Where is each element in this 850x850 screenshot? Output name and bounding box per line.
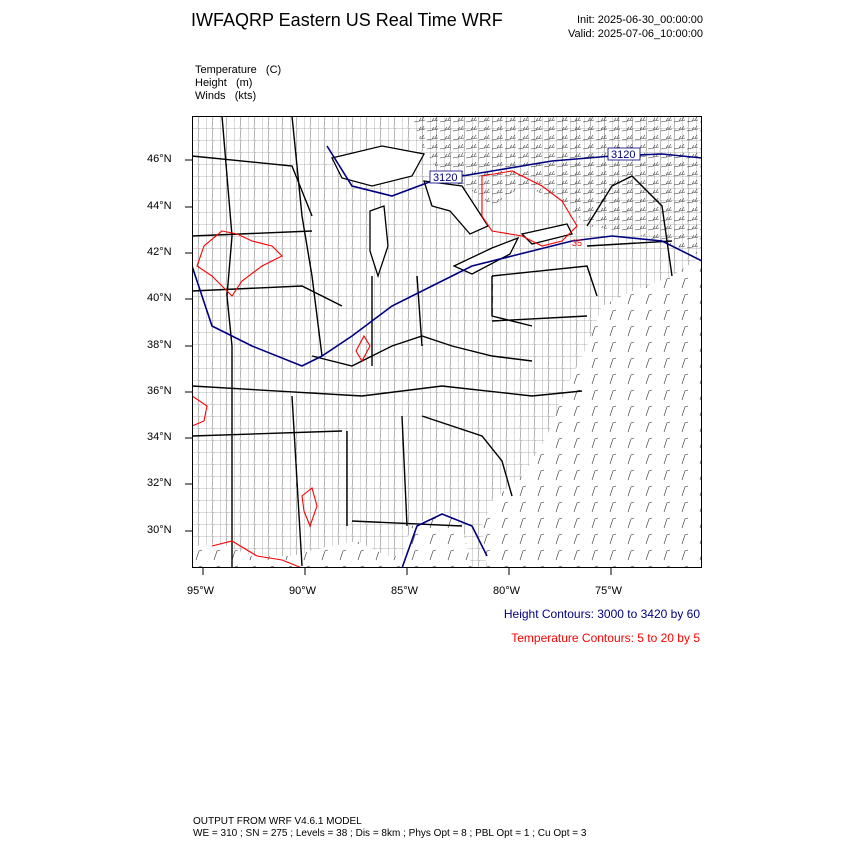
height-contour-labels: 3120 3120 <box>429 147 641 184</box>
legend-height: Height (m) <box>195 77 253 89</box>
model-info: OUTPUT FROM WRF V4.6.1 MODEL WE = 310 ; … <box>193 816 586 840</box>
temperature-contour-labels: 35 <box>572 238 582 248</box>
temp-label-1: 35 <box>572 238 582 248</box>
model-version: OUTPUT FROM WRF V4.6.1 MODEL <box>193 816 362 827</box>
lat-label-36: 36°N <box>147 385 172 397</box>
lon-label-85: 85°W <box>391 585 419 597</box>
lat-label-44: 44°N <box>147 200 172 212</box>
map-title: IWFAQRP Eastern US Real Time WRF <box>191 10 503 30</box>
longitude-ticks <box>202 568 612 575</box>
map-canvas: 3120 3120 35 <box>192 116 702 568</box>
map-border <box>192 116 702 568</box>
lat-label-40: 40°N <box>147 292 172 304</box>
lat-label-32: 32°N <box>147 477 172 489</box>
init-time: Init: 2025-06-30_00:00:00 <box>577 14 703 26</box>
height-contour-note: Height Contours: 3000 to 3420 by 60 <box>503 607 700 621</box>
valid-time: Valid: 2025-07-06_10:00:00 <box>568 28 703 40</box>
lon-label-75: 75°W <box>595 585 623 597</box>
legend-temperature: Temperature (C) <box>195 64 282 76</box>
height-contours <box>192 145 702 568</box>
temperature-contours <box>192 170 578 568</box>
temperature-contour-note: Temperature Contours: 5 to 20 by 5 <box>511 631 700 645</box>
lat-label-46: 46°N <box>147 153 172 165</box>
latitude-ticks <box>185 159 192 532</box>
lat-label-30: 30°N <box>147 524 172 536</box>
model-config: WE = 310 ; SN = 275 ; Levels = 38 ; Dis … <box>193 828 587 839</box>
lat-label-38: 38°N <box>147 339 172 351</box>
legend-winds: Winds (kts) <box>195 90 257 102</box>
map-panel: 3120 3120 35 <box>192 116 702 568</box>
lat-label-34: 34°N <box>147 431 172 443</box>
gulf-wind-barbs <box>192 511 472 568</box>
field-legend: Temperature (C) Height (m) Winds (kts) <box>195 64 281 103</box>
ocean-wind-barbs <box>482 256 702 568</box>
great-lakes <box>331 145 573 279</box>
run-times: Init: 2025-06-30_00:00:00 Valid: 2025-07… <box>568 13 703 41</box>
height-label-2: 3120 <box>433 172 457 184</box>
height-label-1: 3120 <box>611 149 635 161</box>
lon-label-80: 80°W <box>493 585 521 597</box>
lon-label-90: 90°W <box>289 585 317 597</box>
state-boundaries <box>192 116 673 568</box>
lat-label-42: 42°N <box>147 246 172 258</box>
lon-label-95: 95°W <box>187 585 215 597</box>
